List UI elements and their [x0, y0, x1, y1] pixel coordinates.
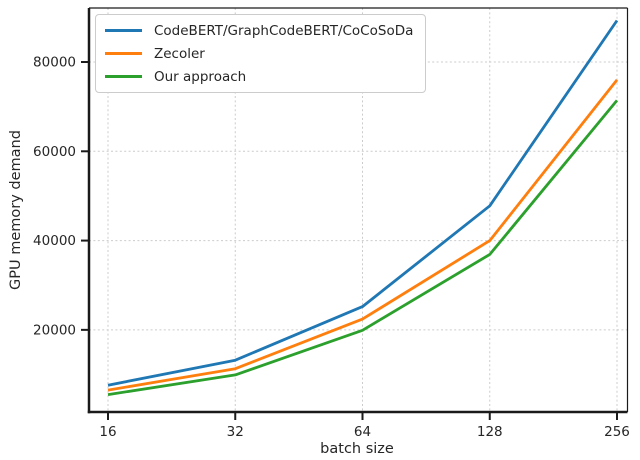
legend-line-swatch-green [105, 75, 142, 78]
y-axis-label: GPU memory demand [8, 130, 24, 290]
svg-text:16: 16 [99, 424, 116, 440]
svg-text:40000: 40000 [33, 233, 76, 249]
axis-ticks [81, 61, 618, 420]
legend-item: CodeBERT/GraphCodeBERT/CoCoSoDa [105, 19, 413, 42]
svg-text:32: 32 [227, 424, 244, 440]
svg-text:128: 128 [477, 424, 503, 440]
svg-text:256: 256 [604, 424, 630, 440]
axis-tick-labels: 16 32 64 128 256 20000 40000 60000 80000 [33, 55, 630, 440]
legend-line-swatch-orange [105, 52, 142, 55]
svg-text:20000: 20000 [33, 322, 76, 338]
legend-item: Zecoler [105, 42, 413, 65]
svg-text:64: 64 [354, 424, 371, 440]
legend: CodeBERT/GraphCodeBERT/CoCoSoDa Zecoler … [95, 14, 427, 93]
svg-text:60000: 60000 [33, 144, 76, 160]
legend-line-swatch-blue [105, 29, 142, 32]
legend-label: Our approach [154, 68, 247, 85]
legend-label: CodeBERT/GraphCodeBERT/CoCoSoDa [154, 22, 414, 39]
svg-text:80000: 80000 [33, 55, 76, 71]
legend-label: Zecoler [154, 45, 205, 62]
legend-item: Our approach [105, 65, 413, 88]
data-series-lines [107, 19, 619, 396]
axes-spines [87, 7, 629, 414]
x-axis-label: batch size [320, 441, 394, 457]
